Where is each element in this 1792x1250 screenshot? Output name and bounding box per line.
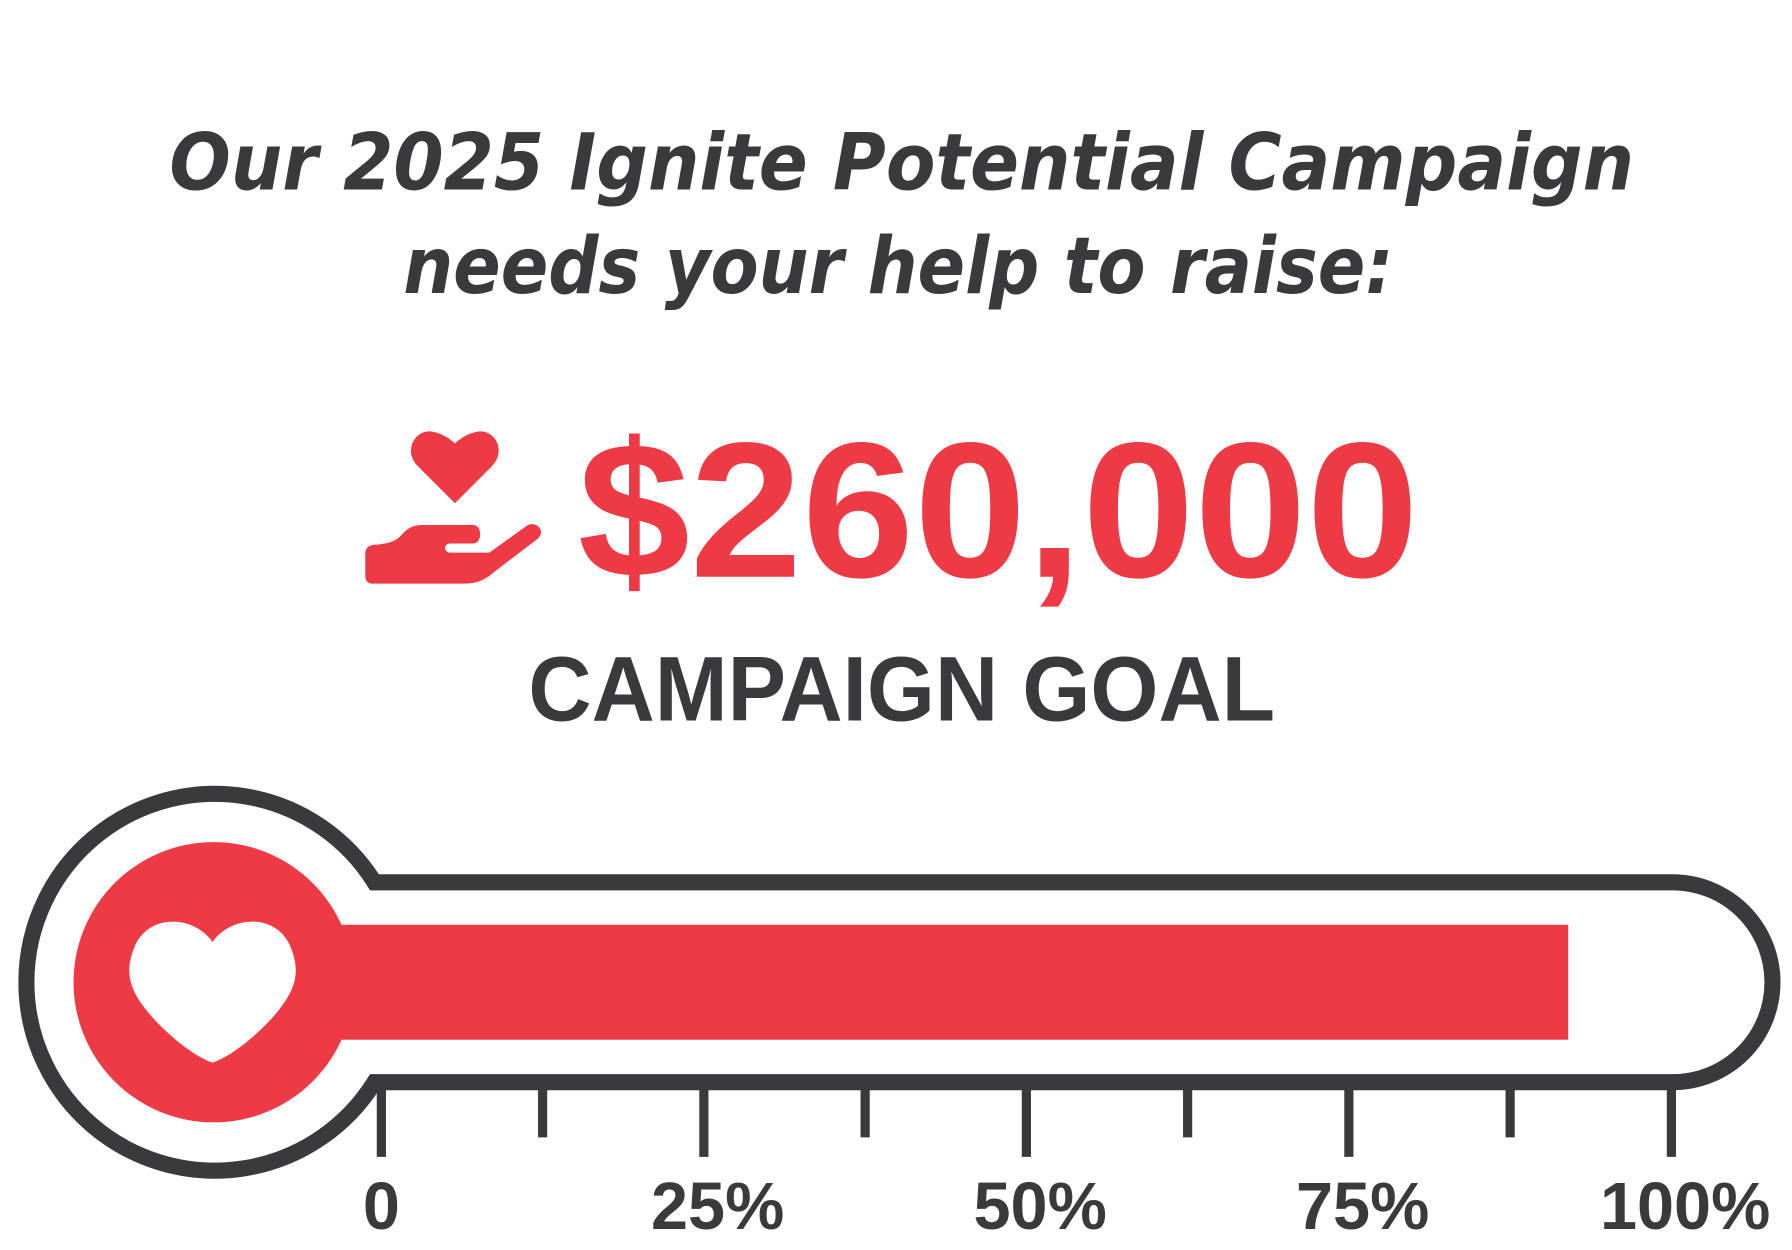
hand-heart-icon <box>365 431 541 584</box>
progress-fill <box>321 924 1569 1040</box>
title-line-1: Our 2025 Ignite Potential Campaign <box>169 118 1634 209</box>
thermometer: 0 25% 50% 75% 100% <box>18 785 1781 1244</box>
tick-label: 0 <box>363 1170 400 1244</box>
tick-marks <box>376 1082 1676 1157</box>
tick-label: 100% <box>1600 1170 1770 1244</box>
heart-icon <box>129 921 296 1063</box>
goal-amount: $260,000 <box>578 402 1419 618</box>
tick-label: 75% <box>1296 1170 1429 1244</box>
tick-labels: 0 25% 50% 75% 100% <box>363 1170 1771 1244</box>
thermometer-outline <box>18 785 1781 1179</box>
tick-label: 25% <box>651 1170 784 1244</box>
title-line-2: needs your help to raise: <box>403 221 1393 312</box>
tick-label: 50% <box>974 1170 1107 1244</box>
goal-label: CAMPAIGN GOAL <box>528 638 1275 740</box>
